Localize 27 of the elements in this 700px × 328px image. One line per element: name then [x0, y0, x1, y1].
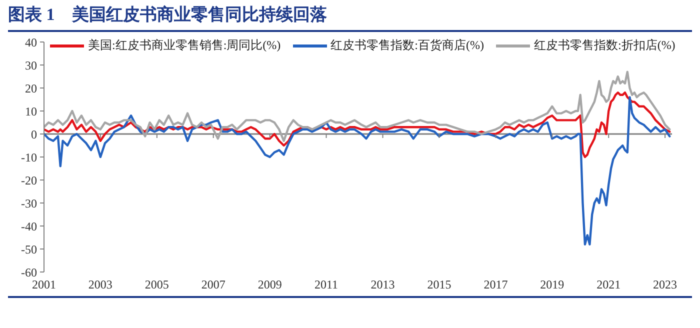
chart-title: 图表 1 美国红皮书商业零售同比持续回落: [8, 4, 327, 26]
x-tick-label: 2023: [653, 278, 678, 292]
legend-label: 红皮书零售指数:折扣店(%): [534, 37, 676, 54]
x-tick-label: 2017: [484, 278, 508, 292]
x-tick-label: 2011: [314, 278, 338, 292]
y-tick-label: -50: [21, 242, 37, 256]
x-tick-label: 2003: [88, 278, 112, 292]
x-tick-label: 2019: [540, 278, 564, 292]
legend-label: 美国:红皮书商业零售销售:周同比(%): [88, 37, 281, 54]
y-tick-label: -30: [21, 196, 37, 210]
y-tick-label: -20: [21, 173, 37, 188]
y-tick-label: 40: [25, 35, 37, 50]
x-tick-label: 2009: [258, 278, 282, 292]
y-tick-label: -40: [21, 219, 37, 234]
y-tick-label: 10: [25, 104, 37, 118]
y-tick-label: -10: [21, 150, 37, 164]
x-tick-label: 2013: [370, 278, 395, 292]
y-tick-label: -60: [21, 265, 37, 280]
y-tick-label: 30: [25, 58, 37, 72]
legend-label: 红皮书零售指数:百货商店(%): [330, 37, 484, 54]
x-tick-label: 2021: [596, 278, 621, 292]
x-tick-label: 2005: [144, 278, 169, 292]
y-tick-label: 0: [31, 127, 37, 142]
y-tick-label: 20: [25, 81, 37, 96]
x-tick-label: 2001: [32, 278, 56, 292]
x-tick-label: 2007: [201, 278, 226, 292]
x-tick-label: 2015: [427, 278, 452, 292]
